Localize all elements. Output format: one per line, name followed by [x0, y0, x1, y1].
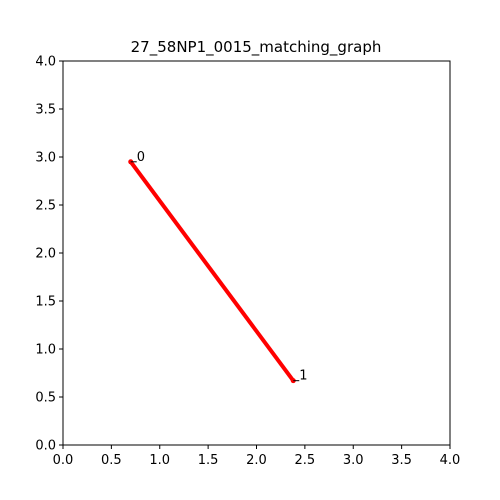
node-layer: 01	[128, 150, 308, 384]
node-label: 1	[299, 369, 307, 384]
y-tick-label: 3.0	[35, 151, 56, 166]
x-tick-label: 0.5	[101, 453, 122, 468]
y-tick-label: 4.0	[35, 55, 56, 70]
x-tick-label: 1.0	[149, 453, 170, 468]
edge-layer	[129, 160, 295, 382]
y-tick-label: 0.0	[35, 439, 56, 454]
chart-title: 27_58NP1_0015_matching_graph	[131, 38, 382, 57]
x-axis: 0.0 0.5 1.0 1.5 2.0 2.5 3.0 3.5 4.0	[53, 445, 461, 468]
y-axis: 0.0 0.5 1.0 1.5 2.0 2.5 3.0 3.5 4.0	[35, 55, 63, 454]
y-tick-label: 1.5	[35, 295, 56, 310]
graph-edge	[129, 160, 295, 382]
y-tick-label: 3.5	[35, 103, 56, 118]
x-tick-label: 1.5	[198, 453, 219, 468]
y-tick-label: 0.5	[35, 391, 56, 406]
x-tick-label: 0.0	[53, 453, 74, 468]
plot-area	[62, 60, 451, 446]
x-tick-label: 2.5	[295, 453, 316, 468]
y-tick-label: 2.5	[35, 199, 56, 214]
y-tick-label: 1.0	[35, 343, 56, 358]
x-tick-label: 2.0	[246, 453, 267, 468]
x-tick-label: 3.5	[391, 453, 412, 468]
x-tick-label: 3.0	[343, 453, 364, 468]
x-tick-label: 4.0	[440, 453, 461, 468]
y-tick-label: 2.0	[35, 247, 56, 262]
node-label: 0	[137, 150, 145, 165]
